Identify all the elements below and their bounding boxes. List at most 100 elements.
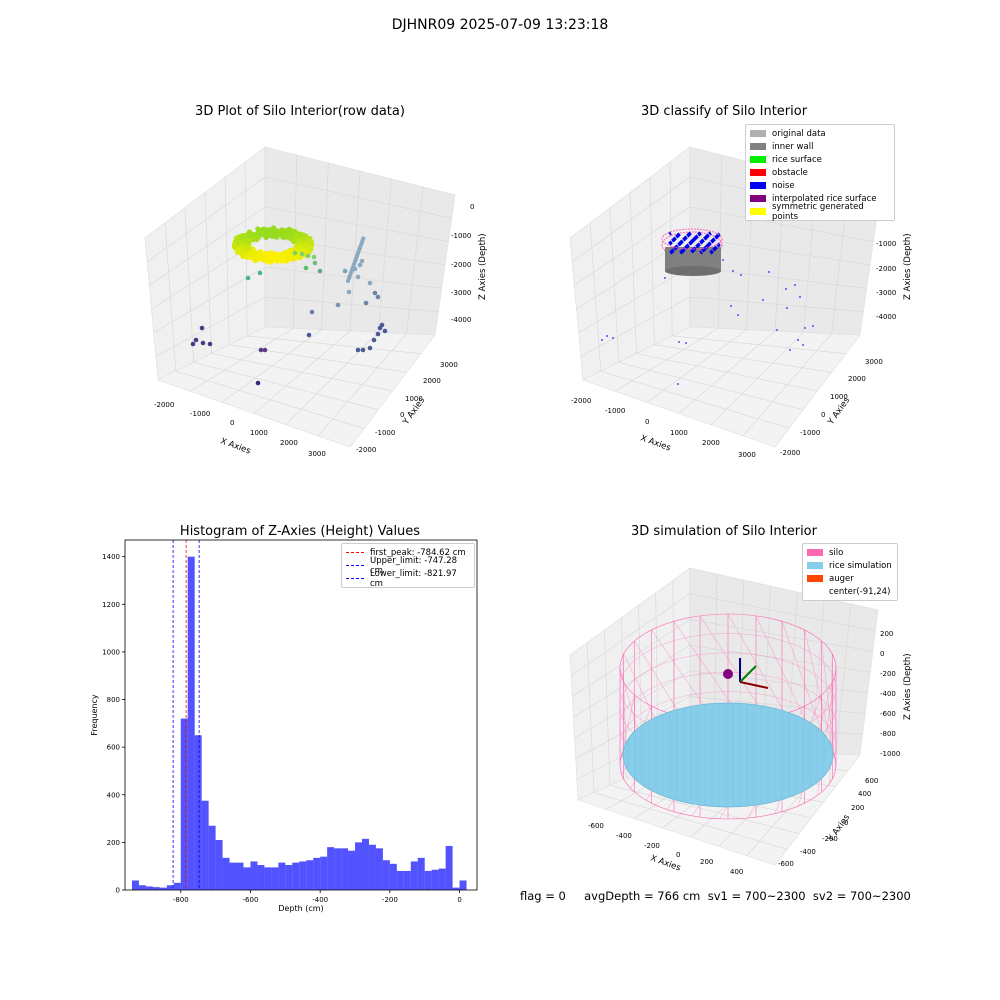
raw-point	[231, 243, 237, 249]
noise-point	[797, 339, 799, 341]
grid-line	[689, 670, 868, 694]
histogram-bar	[264, 867, 272, 890]
raw-point	[303, 265, 309, 271]
noise-point	[713, 246, 717, 251]
noise-point	[802, 344, 804, 346]
raw-point	[240, 233, 246, 239]
y-tick: 3000	[440, 361, 458, 369]
noise-point	[677, 383, 679, 385]
raw-point	[312, 260, 318, 266]
raw-point	[303, 248, 309, 254]
legend-entry: Upper_limit: -747.28 cm	[346, 556, 470, 576]
histogram-bar	[341, 848, 349, 890]
histogram-bar	[138, 885, 146, 890]
x-tick: 400	[730, 868, 743, 876]
y-tick-label: 400	[107, 791, 120, 799]
noise-point	[697, 242, 701, 247]
legend-label: inner wall	[772, 141, 814, 152]
legend-label: interpolated rice surface	[772, 193, 877, 204]
y-tick: 200	[851, 804, 864, 812]
noise-point	[685, 342, 687, 344]
raw-point	[295, 254, 301, 260]
y-tick: -200	[822, 835, 838, 843]
raw-point	[255, 380, 261, 386]
histogram-bar	[292, 862, 300, 890]
raw-z-label: Z Axies (Depth)	[478, 233, 488, 300]
histogram-bar	[313, 857, 321, 890]
raw-3d-plot: X Axies Y Axies Z Axies (Depth) -2000 -1…	[144, 146, 488, 458]
grid-line	[155, 296, 266, 357]
noise-point	[712, 247, 716, 252]
y-tick-label: 600	[107, 744, 120, 752]
grid-line	[586, 642, 595, 793]
raw-point	[371, 337, 377, 343]
auger-x-axis	[739, 681, 769, 689]
raw-point	[258, 347, 264, 353]
interpolated-ring	[661, 231, 723, 259]
grid-line	[742, 333, 832, 437]
raw-point	[274, 258, 280, 264]
grid-line	[593, 792, 788, 850]
hist-y-label: Frequency	[90, 694, 99, 736]
legend-entry: center(-91,24)	[807, 585, 893, 598]
legend-swatch	[807, 588, 823, 595]
raw-x-label: X Axies	[219, 436, 252, 456]
raw-point	[375, 294, 381, 300]
legend-entry: symmetric generated points	[750, 202, 890, 222]
legend-entry: first_peak: -784.62 cm	[346, 546, 470, 559]
raw-point	[372, 290, 378, 296]
y-tick: 3000	[865, 358, 883, 366]
raw-point	[249, 255, 256, 261]
legend-label: original data	[772, 128, 826, 139]
x-ticks: -800 -600 -400 -200 0	[173, 890, 462, 904]
noise-point	[706, 233, 710, 238]
noise-point	[711, 238, 715, 243]
noise-point	[673, 236, 677, 241]
x-tick-label: -600	[243, 896, 259, 904]
silo-cluster	[661, 228, 723, 276]
cls-x-ticks: -2000 -1000 0 1000 2000 3000	[571, 397, 756, 459]
raw-point	[346, 289, 352, 295]
legend-label: rice surface	[772, 154, 822, 165]
silo-brace	[804, 629, 835, 756]
raw-point	[309, 309, 315, 315]
y-tick: 0	[821, 411, 825, 419]
y-tick: 0	[400, 411, 404, 419]
symmetric-ring	[661, 228, 723, 250]
silo-brace	[755, 615, 811, 730]
noise-point	[707, 242, 711, 247]
histogram-bar	[201, 800, 209, 890]
z-tick: -1000	[880, 750, 900, 758]
legend-swatch	[346, 578, 364, 579]
cls-x-label: X Axies	[639, 433, 672, 453]
noise-point	[695, 244, 699, 249]
x-tick: 2000	[702, 439, 720, 447]
noise-point	[708, 231, 712, 236]
noise-point	[785, 288, 787, 290]
silo-brace	[821, 640, 836, 770]
silo-brace	[619, 667, 640, 735]
raw-point	[311, 254, 317, 260]
noise-point	[712, 237, 716, 242]
noise-point	[762, 299, 764, 301]
noise-point	[716, 233, 720, 238]
silo-brace	[623, 681, 627, 748]
histogram-title: Histogram of Z-Axies (Height) Values	[179, 524, 421, 539]
legend-entry: silo	[807, 546, 893, 559]
raw-point	[299, 251, 305, 257]
raw-point	[259, 231, 265, 237]
y-tick: 2000	[423, 377, 441, 385]
x-tick: -2000	[571, 397, 591, 405]
z-tick: -200	[880, 670, 896, 678]
sim-z-ticks: 200 0 -200 -400 -600 -800 -1000	[880, 630, 900, 758]
noise-point	[688, 231, 692, 236]
grid-line	[689, 593, 876, 632]
raw-point	[361, 236, 366, 241]
rice-simulation-surface	[622, 702, 834, 808]
x-tick: -200	[644, 842, 660, 850]
noise-point	[689, 240, 693, 245]
histogram-bar	[334, 848, 342, 890]
hist-x-label: Depth (cm)	[278, 904, 323, 913]
y-tick-label: 0	[116, 887, 120, 895]
silo-brace	[651, 629, 709, 713]
